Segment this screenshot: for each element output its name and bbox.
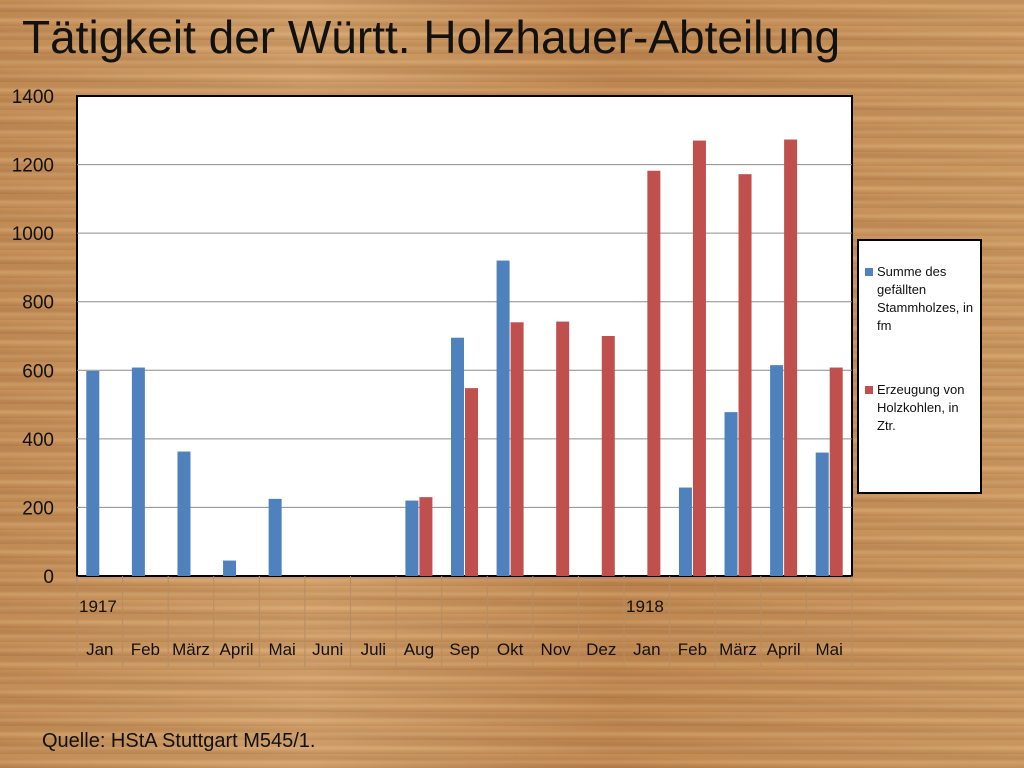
- bar-series-2: [647, 170, 661, 576]
- bar-series-2: [738, 174, 752, 576]
- bar-chart: 0 200 400 600 800 1000 1200 1400 Jan Feb März Apri…: [12, 87, 853, 667]
- slide-title: Tätigkeit der Württ. Holzhauer-Abteilung: [22, 11, 841, 63]
- bar-series-1: [678, 487, 692, 576]
- bar-series-2: [692, 140, 706, 577]
- bar-series-2: [829, 367, 843, 576]
- y-tick-label: 1400: [12, 87, 54, 108]
- x-tick-label: März: [172, 640, 210, 659]
- y-tick-label: 400: [22, 430, 54, 451]
- source-note: Quelle: HStA Stuttgart M545/1.: [42, 730, 316, 752]
- legend-label-series-1: Summe des gefällten Stammholzes, in fm: [877, 264, 974, 333]
- y-tick-label: 1000: [12, 224, 54, 245]
- legend-swatch-series-2: [865, 386, 873, 394]
- y-tick-label: 600: [22, 361, 54, 382]
- y-tick-label: 800: [22, 293, 54, 314]
- x-tick-label: April: [220, 640, 254, 659]
- bars: [86, 139, 843, 577]
- x-tick-label: Dez: [586, 640, 616, 659]
- bar-series-2: [510, 322, 524, 576]
- bar-series-2: [784, 139, 798, 577]
- y-tick-label: 0: [43, 567, 54, 588]
- x-tick-label: März: [719, 640, 757, 659]
- bar-series-1: [131, 367, 145, 576]
- x-tick-label: Feb: [131, 640, 160, 659]
- bar-series-1: [815, 452, 829, 576]
- y-tick-label: 200: [22, 498, 54, 519]
- bar-series-1: [724, 412, 738, 576]
- x-tick-label: Sep: [449, 640, 479, 659]
- bar-series-2: [465, 388, 478, 576]
- x-tick-label: Jan: [86, 640, 113, 659]
- bar-series-2: [419, 497, 433, 576]
- x-tick-label: Mai: [268, 640, 295, 659]
- x-tick-label: Okt: [497, 640, 524, 659]
- x-tick-label: Feb: [678, 640, 707, 659]
- bar-series-1: [177, 451, 191, 576]
- x-tick-label: Mai: [816, 640, 843, 659]
- y-axis-ticks: 0 200 400 600 800 1000 1200 1400: [12, 87, 54, 588]
- gridlines: [77, 164, 852, 508]
- bar-series-1: [223, 560, 237, 576]
- bar-series-2: [556, 321, 570, 576]
- bar-series-1: [268, 498, 282, 576]
- legend-entry-series-2: Erzeugung von Holzkohlen, in Ztr.: [865, 381, 974, 435]
- legend: Summe des gefällten Stammholzes, in fm E…: [857, 239, 982, 494]
- plot-area: [76, 95, 853, 577]
- x-tick-label: Juni: [312, 640, 343, 659]
- legend-entry-series-1: Summe des gefällten Stammholzes, in fm: [865, 263, 974, 335]
- year-label: 1917: [79, 597, 117, 616]
- bar-series-1: [770, 365, 784, 576]
- y-tick-label: 1200: [12, 156, 54, 177]
- x-tick-label: Juli: [361, 640, 387, 659]
- bar-series-1: [451, 337, 464, 576]
- x-tick-label: Aug: [404, 640, 434, 659]
- legend-label-series-2: Erzeugung von Holzkohlen, in Ztr.: [877, 382, 965, 433]
- x-tick-label: April: [767, 640, 801, 659]
- bar-series-1: [405, 500, 419, 576]
- bar-series-2: [601, 336, 615, 576]
- x-tick-label: Jan: [633, 640, 660, 659]
- legend-swatch-series-1: [865, 268, 873, 276]
- year-label: 1918: [626, 597, 664, 616]
- bar-series-1: [496, 260, 510, 576]
- x-tick-label: Nov: [541, 640, 572, 659]
- x-axis-categories: Jan Feb März April Mai Juni Juli Aug Sep Okt Nov De…: [76, 576, 853, 667]
- bar-series-1: [86, 370, 100, 576]
